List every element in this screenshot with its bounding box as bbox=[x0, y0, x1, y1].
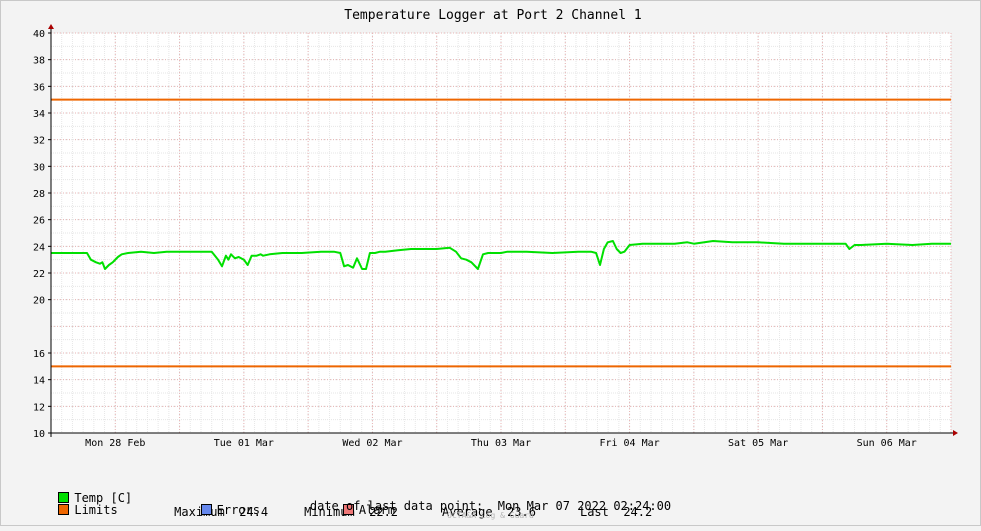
series-line-temp bbox=[51, 240, 951, 270]
legend-alarm: Alarm bbox=[314, 489, 395, 531]
footer-brand: OCTA&A Log & Guard bbox=[447, 511, 534, 520]
legend-alarm-label: Alarm bbox=[358, 503, 396, 517]
x-axis-arrow bbox=[953, 430, 958, 436]
x-tick-label: Thu 03 Mar bbox=[471, 438, 531, 449]
limits-swatch bbox=[58, 504, 70, 515]
temp-swatch bbox=[58, 492, 70, 503]
minimum-value: 22.2 bbox=[369, 505, 399, 519]
y-tick-label: 30 bbox=[33, 162, 45, 173]
x-tick-label: Wed 02 Mar bbox=[342, 438, 402, 449]
x-tick-label: Sun 06 Mar bbox=[857, 438, 917, 449]
legend-row-markers: Limits Errors Alarm bbox=[15, 475, 395, 531]
y-tick-label: 26 bbox=[33, 216, 45, 227]
y-tick-label: 24 bbox=[33, 242, 45, 253]
legend-errors-label: Errors bbox=[216, 503, 260, 517]
maximum-value: 24.4 bbox=[239, 505, 269, 519]
legend-errors: Errors bbox=[172, 489, 260, 531]
average-label: Average bbox=[442, 505, 493, 519]
legend-limits-label: Limits bbox=[74, 503, 118, 517]
y-tick-label: 14 bbox=[33, 376, 45, 387]
minimum-label: Minimum bbox=[304, 505, 355, 519]
last-label: Last bbox=[579, 505, 609, 519]
x-tick-label: Tue 01 Mar bbox=[214, 438, 274, 449]
y-tick-label: 36 bbox=[33, 82, 45, 93]
last-data-point-value: Mon Mar 07 2022 02:24:00 bbox=[497, 499, 672, 513]
y-tick-label: 22 bbox=[33, 269, 45, 280]
last-data-point: date of last data point: Mon Mar 07 2022… bbox=[0, 499, 981, 513]
chart-title: Temperature Logger at Port 2 Channel 1 bbox=[344, 8, 641, 23]
legend-last: Last 24.2 bbox=[580, 505, 652, 519]
y-tick-label: 32 bbox=[33, 136, 45, 147]
y-tick-label: 34 bbox=[33, 109, 45, 120]
average-value: 23.6 bbox=[507, 505, 536, 519]
legend-maximum: Maximum 24.4 bbox=[174, 505, 268, 519]
legend-temp-label: Temp [C] bbox=[74, 491, 133, 505]
y-tick-label: 28 bbox=[33, 189, 45, 200]
errors-swatch bbox=[200, 504, 212, 515]
last-data-point-label: date of last data point: bbox=[309, 499, 484, 513]
maximum-label: Maximum bbox=[174, 505, 225, 519]
y-tick-label: 38 bbox=[33, 56, 45, 67]
y-tick-label: 40 bbox=[33, 29, 45, 40]
y-axis-arrow bbox=[48, 24, 54, 29]
y-tick-label: 12 bbox=[33, 402, 45, 413]
x-tick-label: Fri 04 Mar bbox=[599, 438, 659, 449]
x-tick-label: Sat 05 Mar bbox=[728, 438, 788, 449]
legend-row-stats: Temp [C] Maximum 24.4 Minimum 22.2 Average… bbox=[15, 463, 652, 519]
legend-limits: Limits bbox=[29, 489, 118, 531]
legend-average: Average 23.6 bbox=[442, 505, 536, 519]
y-tick-label: 16 bbox=[33, 349, 45, 360]
legend-minimum: Minimum 22.2 bbox=[304, 505, 398, 519]
alarm-swatch bbox=[342, 504, 354, 515]
y-tick-label: 20 bbox=[33, 296, 45, 307]
x-tick-label: Mon 28 Feb bbox=[85, 438, 145, 449]
last-value: 24.2 bbox=[623, 505, 653, 519]
y-tick-label: 10 bbox=[33, 429, 45, 440]
legend-temp: Temp [C] bbox=[29, 477, 132, 519]
